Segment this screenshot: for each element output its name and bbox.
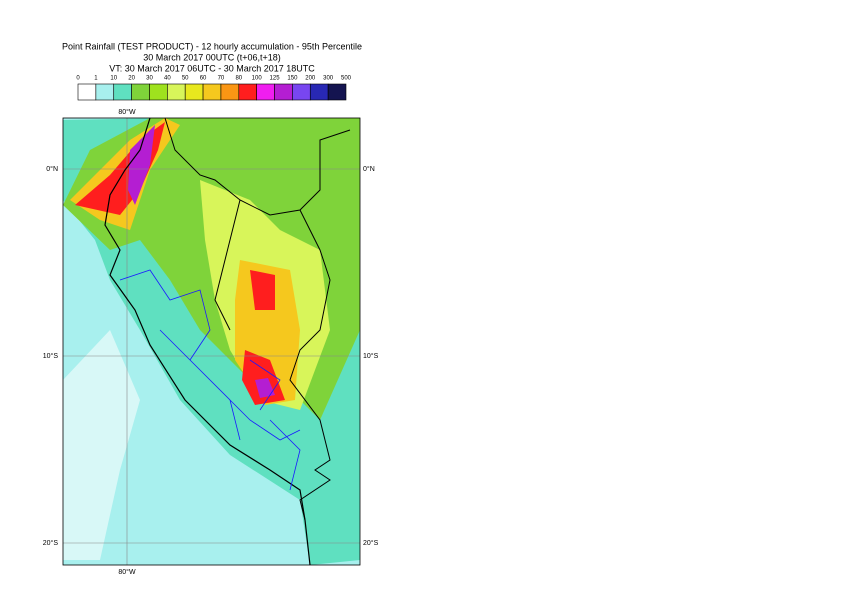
legend-label: 10 [110,76,117,82]
field [242,270,285,405]
title-line: Point Rainfall (TEST PRODUCT) - 12 hourl… [62,41,362,51]
legend-swatch [167,83,186,101]
lat-label: 20°S [363,539,379,547]
border [164,118,351,521]
field [128,125,155,205]
legend-label: 30 [146,76,153,82]
legend-label: 20 [128,76,135,82]
region-border [119,269,301,491]
map [63,118,360,565]
legend-label: 0 [76,76,80,82]
legend-label: 50 [182,76,189,82]
legend-swatch [149,83,168,101]
legend-swatch [95,83,115,101]
legend-label: 300 [323,76,334,82]
legend-swatch [309,83,329,101]
title-line: VT: 30 March 2017 06UTC - 30 March 2017 … [109,63,315,73]
legend-swatch [238,83,257,101]
legend-swatch [256,83,275,101]
legend-label: 70 [218,76,225,82]
frame [62,117,361,566]
legend: 0 1 10 20 30 40 50 60 70 80 100 125 150 200 300 500 [76,76,352,101]
legend-label: 125 [270,76,281,82]
legend-swatch [202,83,222,101]
legend-swatch [327,83,347,101]
legend-swatch [113,83,132,101]
lon-label: 80°W [118,108,136,116]
legend-label: 60 [200,76,207,82]
lat-label: 0°N [363,165,375,173]
legend-label: 1 [94,76,98,82]
coastline [104,118,311,565]
title-line: 30 March 2017 00UTC (t+06,t+18) [143,52,281,62]
legend-label: 500 [341,76,352,82]
lat-label: 10°S [363,352,379,360]
legend-swatch [184,83,204,101]
lat-label: 0°N [46,165,58,173]
lon-label: 80°W [118,568,136,576]
legend-label: 100 [252,76,263,82]
legend-label: 40 [164,76,171,82]
legend-swatch [220,83,240,101]
legend-label: 200 [305,76,316,82]
legend-swatch [292,83,311,101]
legend-label: 80 [235,76,242,82]
lat-label: 20°S [43,539,59,547]
field [63,330,140,560]
legend-swatch [131,83,150,101]
field [255,378,275,398]
legend-swatch [77,83,97,101]
legend-swatch [274,83,293,101]
lat-label: 10°S [43,352,59,360]
legend-label: 150 [287,76,298,82]
